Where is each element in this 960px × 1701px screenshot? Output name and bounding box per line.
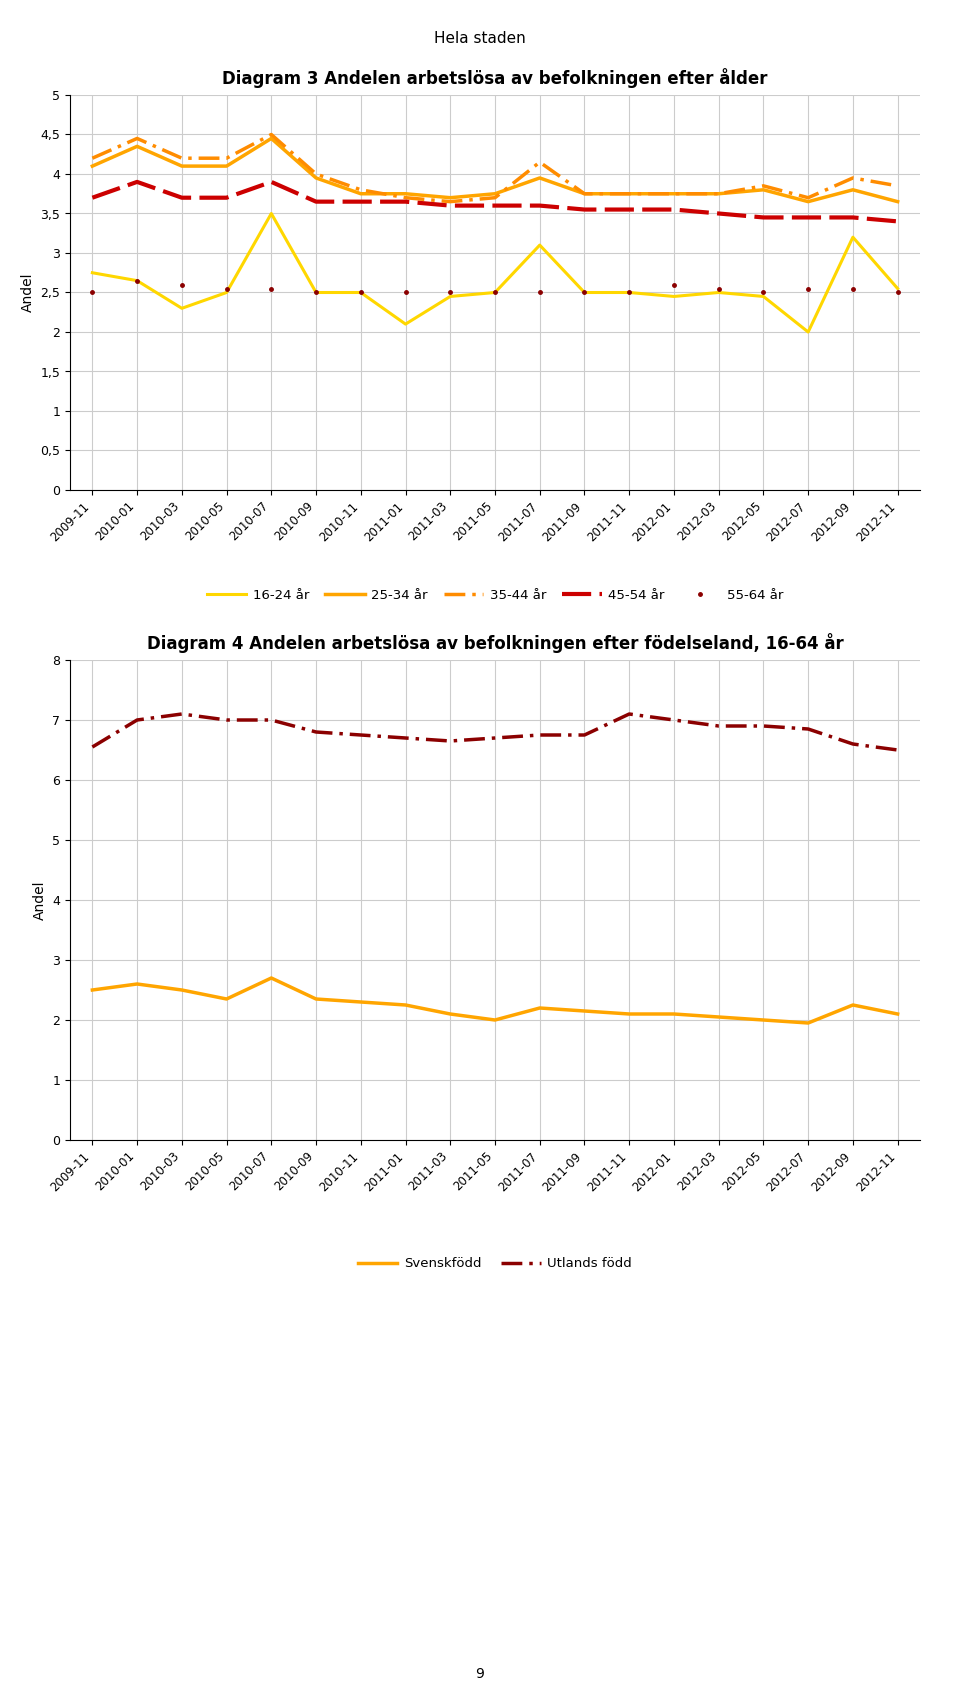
Legend: 16-24 år, 25-34 år, 35-44 år, 45-54 år, 55-64 år: 16-24 år, 25-34 år, 35-44 år, 45-54 år, …: [202, 583, 788, 607]
Title: Diagram 3 Andelen arbetslösa av befolkningen efter ålder: Diagram 3 Andelen arbetslösa av befolkni…: [223, 68, 768, 88]
Text: Hela staden: Hela staden: [434, 31, 526, 46]
Text: 9: 9: [475, 1667, 485, 1681]
Y-axis label: Andel: Andel: [33, 879, 47, 920]
Legend: Svenskfödd, Utlands född: Svenskfödd, Utlands född: [352, 1252, 637, 1276]
Title: Diagram 4 Andelen arbetslösa av befolkningen efter födelseland, 16-64 år: Diagram 4 Andelen arbetslösa av befolkni…: [147, 633, 844, 653]
Y-axis label: Andel: Andel: [21, 272, 35, 313]
